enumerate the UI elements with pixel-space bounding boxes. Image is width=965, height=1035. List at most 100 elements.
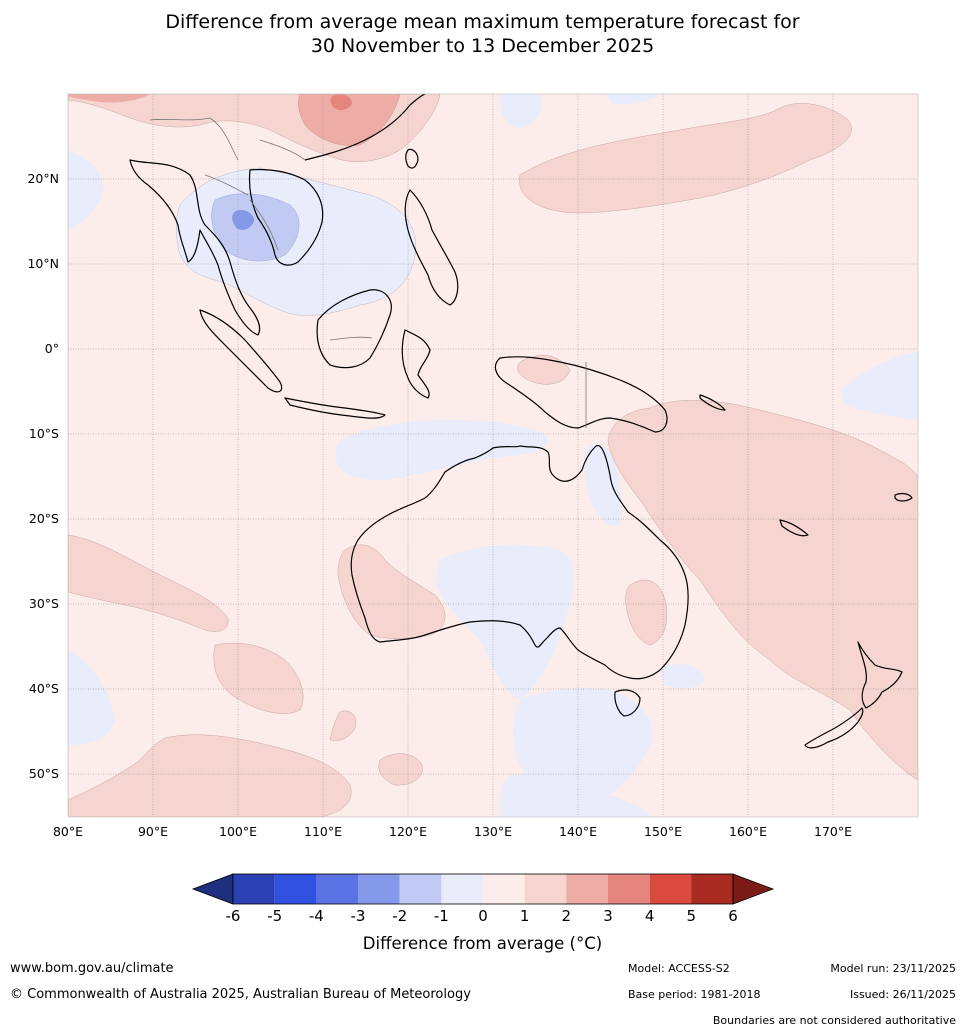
base-period-text: Base period: 1981-2018 (628, 988, 761, 1001)
borneo-coastline (316, 289, 392, 369)
lon-label: 130°E (473, 824, 513, 839)
warm-region-southindian-2 (213, 642, 304, 714)
lat-label: 10°N (27, 256, 59, 271)
warm-region-pacific-north (519, 103, 852, 214)
disclaimer-text: Boundaries are not considered authoritat… (712, 1014, 956, 1027)
lon-label: 150°E (643, 824, 683, 839)
lat-label: 20°N (27, 171, 59, 186)
lon-label: 170°E (813, 824, 853, 839)
model-run-text: Model run: 23/11/2025 (830, 962, 956, 975)
colorbar-tick: -3 (350, 907, 366, 925)
cool-region-southern-2 (499, 773, 650, 817)
mainland-asia-coastline (129, 159, 261, 336)
sumatra-coastline (199, 309, 283, 393)
cool-region-nwpacific (499, 94, 542, 128)
issued-text: Issued: 26/11/2025 (849, 988, 956, 1001)
colorbar-bin (441, 874, 483, 904)
lon-label: 80°E (52, 824, 84, 839)
cool-region-southwest-pacific (840, 352, 918, 420)
tasmania-coastline (614, 689, 641, 717)
colorbar-bin (399, 874, 442, 904)
cool-region-aus-interior (435, 544, 574, 700)
colorbar-bin (233, 874, 275, 904)
cool-region-timor (335, 420, 548, 480)
philippines-coastline (404, 189, 459, 306)
cool-region-nwpacific-2 (605, 94, 660, 105)
lat-label: 50°S (28, 766, 59, 781)
map-frame (67, 93, 919, 818)
colorbar-bin (316, 874, 358, 904)
colorbar-frame (232, 873, 734, 905)
colorbar-tick: -6 (225, 907, 241, 925)
title-line-1: Difference from average mean maximum tem… (165, 11, 800, 33)
colorbar-tick: -5 (267, 907, 283, 925)
lon-label: 160°E (728, 824, 768, 839)
lat-label: 20°S (28, 511, 59, 526)
graticule (68, 94, 918, 817)
cool-region-southern (68, 650, 115, 745)
lat-label: 10°S (28, 426, 59, 441)
new-guinea-coastline (494, 356, 668, 433)
warm-region-coralsea (607, 399, 918, 781)
sulawesi-coastline (401, 329, 431, 399)
lon-label: 90°E (137, 824, 169, 839)
colorbar-extend-high (732, 873, 775, 905)
website-link[interactable]: www.bom.gov.au/climate (10, 961, 174, 976)
colorbar-bin (358, 874, 400, 904)
colorbar-title: Difference from average (°C) (362, 934, 603, 953)
lon-label: 110°E (303, 824, 343, 839)
taiwan-coastline (405, 148, 419, 169)
colorbar-bin (274, 874, 317, 904)
colorbar-tick: 3 (603, 907, 613, 925)
lon-label: 100°E (218, 824, 258, 839)
lat-label: 40°S (28, 681, 59, 696)
indochina-coastline (248, 168, 324, 266)
lon-label: 120°E (388, 824, 428, 839)
copyright-text: © Commonwealth of Australia 2025, Austra… (10, 987, 471, 1002)
colorbar-tick: 0 (478, 907, 488, 925)
warm-region-wa (337, 544, 446, 639)
solomon-coastline (699, 394, 726, 411)
borders (149, 117, 587, 428)
colorbar-tick: 4 (644, 907, 655, 925)
colorbar-bin (649, 874, 692, 904)
warm-region-southindian-4 (329, 710, 356, 741)
lon-label: 140°E (558, 824, 598, 839)
lat-label: 30°S (28, 596, 59, 611)
title-line-2: 30 November to 13 December 2025 (310, 35, 655, 57)
coastlines (129, 94, 913, 749)
australia-coastline (350, 444, 689, 680)
china-coastline (304, 94, 426, 161)
warm-region-westchina (68, 94, 150, 103)
cool-region-carpentaria (583, 444, 623, 526)
cool-region-westindian (68, 150, 104, 230)
colorbar-tick: 5 (686, 907, 697, 925)
warm-region-eastchina-2 (330, 94, 352, 111)
nz-north-coastline (857, 641, 903, 709)
colorbar-bin (608, 874, 650, 904)
warm-region-southindian-3 (68, 734, 352, 817)
warm-region-southern (378, 753, 423, 786)
colorbar-tick: -1 (433, 907, 449, 925)
warm-region-png (517, 355, 571, 385)
colorbar-tick: 1 (519, 907, 530, 925)
colorbar-bin (483, 874, 525, 904)
map-title: Difference from average mean maximum tem… (0, 10, 965, 58)
java-coastline (284, 397, 386, 419)
cool-region-vic (660, 664, 705, 689)
colorbar-tick: -4 (308, 907, 324, 925)
fiji-coastline (894, 492, 913, 502)
new-caledonia-coastline (779, 519, 809, 537)
warm-region-eastchina (298, 94, 401, 146)
colorbar-tick: -2 (392, 907, 408, 925)
warm-region-southindian (68, 534, 229, 632)
nz-south-coastline (804, 707, 864, 749)
lat-label: 0° (44, 341, 59, 356)
colorbar (191, 873, 775, 905)
colorbar-tick: 2 (561, 907, 572, 925)
colorbar-extend-low (191, 873, 234, 905)
colorbar-bin (691, 874, 733, 904)
colorbar-bin (524, 874, 567, 904)
colorbar-tick: 6 (728, 907, 738, 925)
